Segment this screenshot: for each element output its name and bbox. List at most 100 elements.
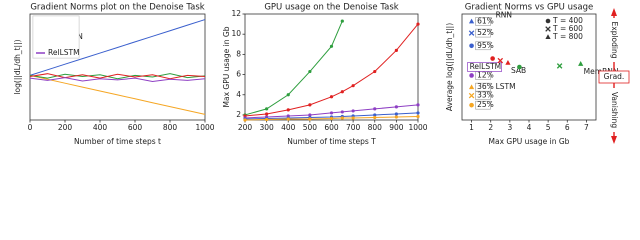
series-line <box>29 74 206 115</box>
side-label: Vanishing <box>610 92 619 128</box>
point <box>416 103 420 107</box>
point <box>265 117 269 122</box>
x-tick-label: 400 <box>93 123 108 132</box>
x-tick-label: 7 <box>584 123 589 132</box>
x-tick-label: 800 <box>163 123 178 132</box>
label-box <box>475 82 491 92</box>
point <box>497 57 504 64</box>
point <box>373 113 377 117</box>
point <box>394 105 398 109</box>
point <box>469 102 474 108</box>
point <box>373 107 377 111</box>
x-tick-label: 3 <box>507 123 512 132</box>
point <box>416 111 420 115</box>
point-label: 52% <box>477 28 494 37</box>
x-tick-label: 1 <box>469 123 474 132</box>
point-label: 25% <box>477 100 494 109</box>
y-axis-label: Max GPU usage in Gb <box>222 26 231 107</box>
x-tick-label: 2 <box>488 123 493 132</box>
point <box>468 84 475 90</box>
point <box>505 59 511 65</box>
point <box>468 18 475 24</box>
x-tick-label: 0 <box>28 123 33 132</box>
point-label: 12% <box>477 70 494 79</box>
legend-marker <box>545 18 551 24</box>
legend-label: RelLSTM <box>48 48 80 57</box>
legend-label: T = 600 <box>552 24 583 33</box>
y-axis-label: log(||dL/dh_t||) <box>13 39 22 94</box>
point <box>265 112 269 116</box>
point <box>351 109 355 113</box>
x-tick-label: 400 <box>281 123 296 132</box>
side-bg <box>609 88 619 132</box>
side-bg <box>609 18 619 62</box>
arrow-head <box>611 8 617 16</box>
x-tick-label: 500 <box>303 123 318 132</box>
point <box>329 95 334 99</box>
plot-area <box>244 13 419 121</box>
chart-title: Gradient Norms plot on the Denoise Task <box>30 3 204 13</box>
y-axis-label: Average log(||dL/dh_t||) <box>445 23 454 111</box>
point-label: 33% <box>477 91 494 100</box>
point <box>340 116 344 120</box>
point <box>416 22 420 26</box>
series-name: LSTM <box>496 82 516 91</box>
point-label: 36% <box>477 82 494 91</box>
series-name: SAB <box>511 66 526 75</box>
series-line <box>244 20 343 116</box>
series-line <box>244 112 419 120</box>
point <box>286 108 290 112</box>
y-tick-label: 8 <box>236 49 241 58</box>
series-name: RNN <box>496 10 512 19</box>
series-line <box>244 115 419 121</box>
point <box>329 116 334 121</box>
legend-marker <box>545 34 551 39</box>
point <box>468 92 475 99</box>
point <box>308 117 312 121</box>
point <box>578 61 584 66</box>
x-tick-label: 1000 <box>408 123 427 132</box>
x-axis-label: Number of time steps t <box>74 137 161 146</box>
point <box>556 63 563 69</box>
x-tick-label: 200 <box>238 123 253 132</box>
point <box>308 69 312 74</box>
x-tick-label: 4 <box>527 123 532 132</box>
series-line <box>29 73 206 80</box>
y-tick-label: 10 <box>231 29 241 38</box>
x-axis-label: Max GPU usage in Gb <box>489 137 570 146</box>
point <box>469 43 474 49</box>
label-box <box>475 100 491 110</box>
label-box <box>475 91 491 100</box>
legend-label: T = 800 <box>552 32 583 41</box>
x-tick-label: 300 <box>259 123 274 132</box>
label-box <box>475 17 491 26</box>
point <box>373 69 377 74</box>
x-tick-label: 700 <box>346 123 361 132</box>
x-tick-label: 600 <box>324 123 339 132</box>
label-box <box>475 28 491 38</box>
point <box>373 115 377 120</box>
label-box <box>475 41 491 51</box>
point <box>394 115 398 119</box>
point <box>329 44 334 48</box>
arrow-head <box>611 136 617 144</box>
point <box>394 48 398 52</box>
point-label: 95% <box>477 41 494 50</box>
name-box <box>467 62 502 72</box>
side-label: Grad. <box>604 72 625 81</box>
x-tick-label: 1000 <box>195 123 214 132</box>
x-tick-label: 200 <box>58 123 73 132</box>
point <box>468 30 475 36</box>
chart-title: GPU usage on the Denoise Task <box>264 3 398 13</box>
x-tick-label: 600 <box>128 123 143 132</box>
chart-title: Gradient Norms vs GPU usage <box>465 3 593 13</box>
point <box>490 56 495 61</box>
point <box>286 93 290 97</box>
y-tick-label: 12 <box>231 9 241 18</box>
point <box>286 117 290 121</box>
grad-box <box>598 70 630 84</box>
point <box>243 118 247 122</box>
point <box>329 111 334 115</box>
point <box>351 84 355 88</box>
legend-marker <box>545 26 551 32</box>
